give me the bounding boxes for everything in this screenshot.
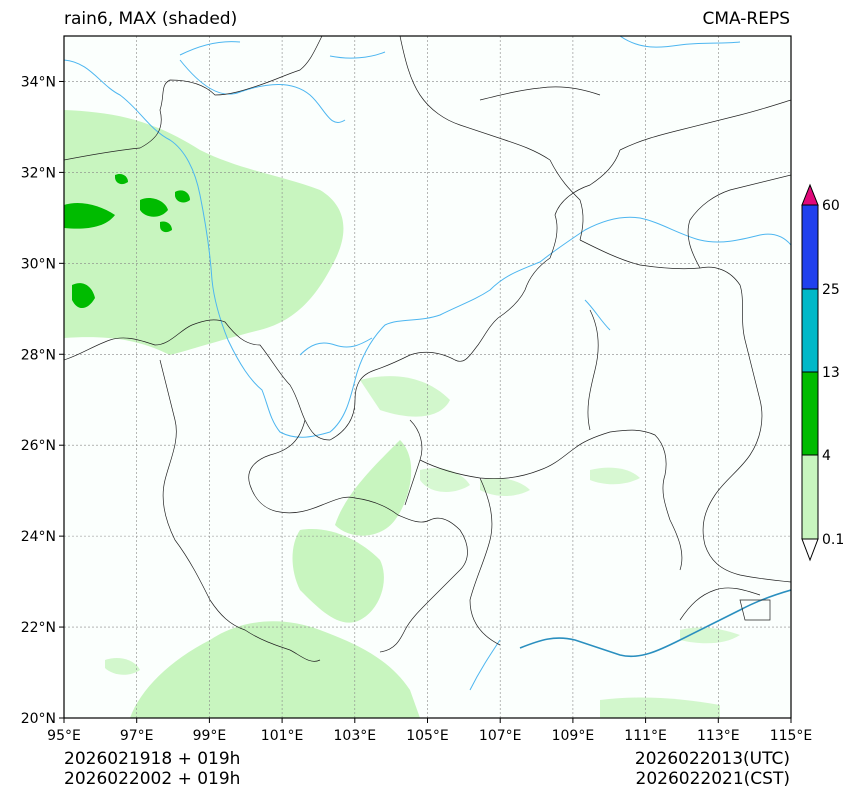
lat-tick-label: 34°N xyxy=(21,74,56,90)
colorbar-under-triangle xyxy=(801,538,819,562)
lon-tick-label: 99°E xyxy=(193,728,227,744)
lon-tick-label: 105°E xyxy=(406,728,449,744)
lon-tick-label: 115°E xyxy=(770,728,813,744)
init-time-utc: 2026021918 + 019h xyxy=(64,749,241,769)
colorbar-label-25: 25 xyxy=(822,282,840,298)
lon-tick-label: 101°E xyxy=(261,728,304,744)
lon-tick-label: 107°E xyxy=(479,728,522,744)
rain-light-shading xyxy=(64,110,740,718)
valid-time-utc: 2026022013(UTC) xyxy=(634,749,790,769)
lon-tick-label: 95°E xyxy=(47,728,81,744)
axis-ticks xyxy=(59,80,792,723)
provincial-borders xyxy=(64,36,791,662)
model-name: CMA-REPS xyxy=(702,9,790,29)
lat-tick-label: 30°N xyxy=(21,256,56,272)
lat-tick-label: 32°N xyxy=(21,165,56,181)
lon-tick-label: 113°E xyxy=(697,728,740,744)
lon-tick-label: 111°E xyxy=(624,728,667,744)
lon-tick-label: 97°E xyxy=(120,728,154,744)
colorbar-label-13: 13 xyxy=(822,365,840,381)
lon-tick-labels: 95°E 97°E 99°E 101°E 103°E 105°E 107°E 109°E 111… xyxy=(47,728,812,744)
colorbar-bin-0.1-4 xyxy=(801,454,819,540)
colorbar-bin-4-13 xyxy=(801,371,819,456)
colorbar-bin-25-60 xyxy=(801,204,819,290)
lat-lon-grid xyxy=(64,36,791,718)
lat-tick-labels: 20°N 22°N 24°N 26°N 28°N 30°N 32°N 34°N xyxy=(21,74,56,727)
init-time-bjt: 2026022002 + 019h xyxy=(64,769,241,789)
colorbar-over-triangle xyxy=(801,183,819,206)
lat-tick-label: 20°N xyxy=(21,711,56,727)
colorbar-label-4: 4 xyxy=(822,448,831,464)
colorbar: 60 25 13 4 0.1 xyxy=(801,183,844,562)
lat-tick-label: 28°N xyxy=(21,347,56,363)
lon-tick-label: 103°E xyxy=(334,728,377,744)
colorbar-label-0.1: 0.1 xyxy=(822,532,844,548)
lon-tick-label: 109°E xyxy=(552,728,595,744)
lat-tick-label: 26°N xyxy=(21,438,56,454)
map-title: rain6, MAX (shaded) xyxy=(64,9,238,29)
colorbar-label-60: 60 xyxy=(822,198,840,214)
valid-time-cst: 2026022021(CST) xyxy=(635,769,790,789)
rain-moderate-shading xyxy=(64,173,190,309)
lat-tick-label: 22°N xyxy=(21,620,56,636)
colorbar-bin-13-25 xyxy=(801,288,819,373)
lat-tick-label: 24°N xyxy=(21,529,56,545)
